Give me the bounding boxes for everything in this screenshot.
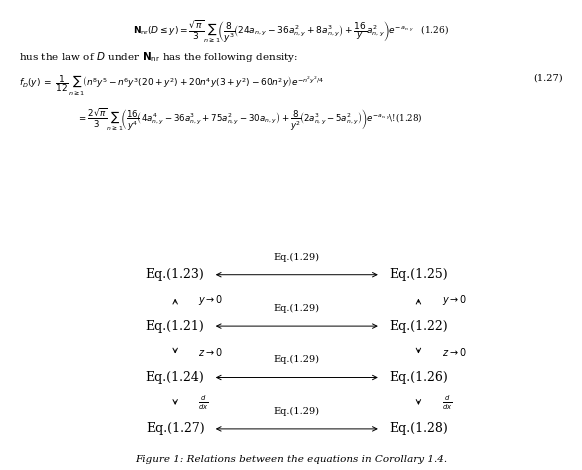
Text: $=\dfrac{2\sqrt{\pi}}{3}\sum_{n\geq1}\!\left(\dfrac{16}{y^4}\!\left(4a_{n,y}^4-3: $=\dfrac{2\sqrt{\pi}}{3}\sum_{n\geq1}\!\… [77,107,422,133]
Text: Eq.(1.26): Eq.(1.26) [389,371,448,384]
Text: $f_D(y)\;=\;\dfrac{1}{12}\sum_{n\geq1}\!\left(n^8y^5-n^6y^3(20+y^2)+20n^4y(3+y^2: $f_D(y)\;=\;\dfrac{1}{12}\sum_{n\geq1}\!… [19,74,324,98]
Text: Eq.(1.21): Eq.(1.21) [146,320,204,333]
Text: Figure 1: Relations between the equations in Corollary 1.4.: Figure 1: Relations between the equation… [135,455,447,464]
Text: hus the law of $D$ under $\mathbf{N}_{\mathrm{nr}}$ has the following density:: hus the law of $D$ under $\mathbf{N}_{\m… [19,50,298,64]
Text: $y \to 0$: $y \to 0$ [198,293,224,307]
Text: Eq.(1.25): Eq.(1.25) [389,268,448,281]
Text: Eq.(1.24): Eq.(1.24) [146,371,204,384]
Text: Eq.(1.29): Eq.(1.29) [274,252,320,262]
Text: $\frac{d}{dx}$: $\frac{d}{dx}$ [442,394,452,412]
Text: $\frac{d}{dx}$: $\frac{d}{dx}$ [198,394,209,412]
Text: $z \to 0$: $z \to 0$ [442,346,466,358]
Text: $\mathbf{N}_{\mathrm{nr}}(D{\leq}y) = \dfrac{\sqrt{\pi}}{3}\sum_{n\geq1}\!\left(: $\mathbf{N}_{\mathrm{nr}}(D{\leq}y) = \d… [133,18,449,45]
Text: (1.27): (1.27) [534,74,563,83]
Text: Eq.(1.27): Eq.(1.27) [146,423,204,435]
Text: Eq.(1.29): Eq.(1.29) [274,355,320,364]
Text: Eq.(1.23): Eq.(1.23) [146,268,204,281]
Text: Eq.(1.29): Eq.(1.29) [274,407,320,416]
Text: $z \to 0$: $z \to 0$ [198,346,223,358]
Text: Eq.(1.28): Eq.(1.28) [389,423,448,435]
Text: $y \to 0$: $y \to 0$ [442,293,467,307]
Text: Eq.(1.29): Eq.(1.29) [274,304,320,313]
Text: Eq.(1.22): Eq.(1.22) [389,320,448,333]
